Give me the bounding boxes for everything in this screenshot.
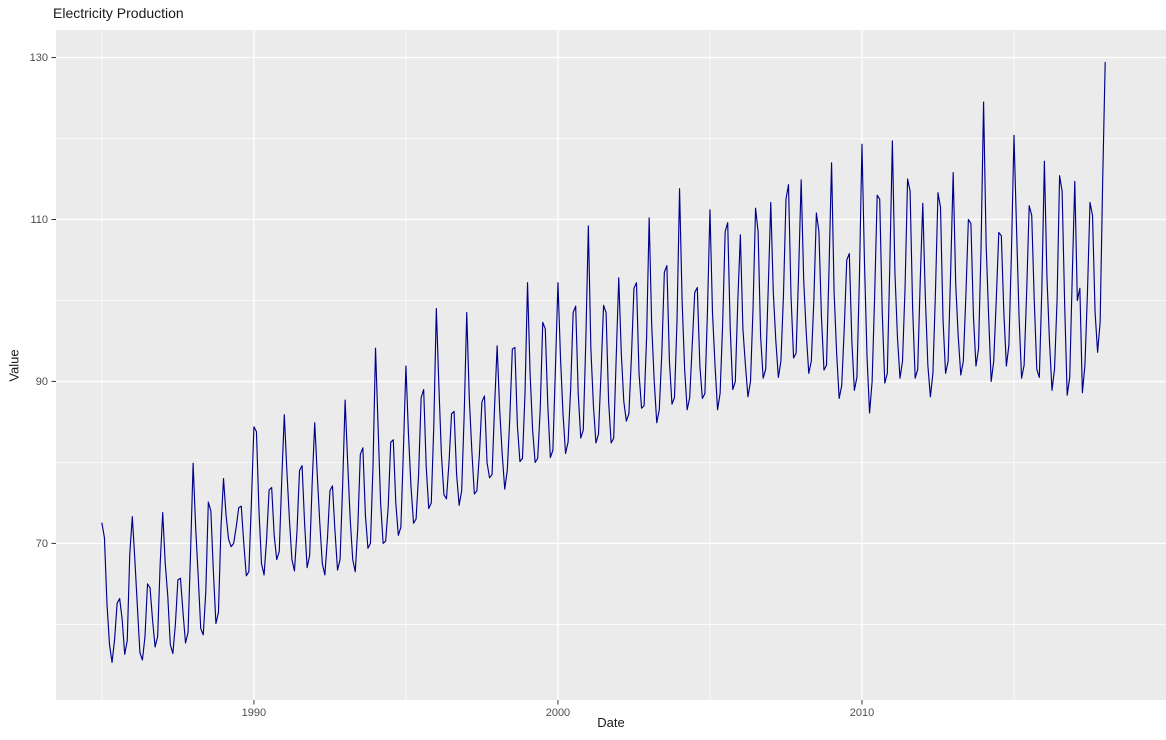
y-tick-label: 90: [36, 376, 48, 388]
series-line: [101, 61, 1106, 664]
plot-panel: [56, 30, 1166, 700]
x-axis-title: Date: [597, 715, 625, 730]
x-tick-label: 2010: [850, 707, 874, 719]
y-axis-title: Value: [6, 349, 22, 382]
chart-title: Electricity Production: [53, 5, 184, 21]
y-tick-label: 110: [30, 214, 48, 226]
x-tick-label: 1990: [242, 707, 266, 719]
y-tick-label: 70: [36, 538, 48, 550]
y-tick-label: 130: [30, 52, 48, 64]
x-tick-label: 2000: [546, 707, 570, 719]
